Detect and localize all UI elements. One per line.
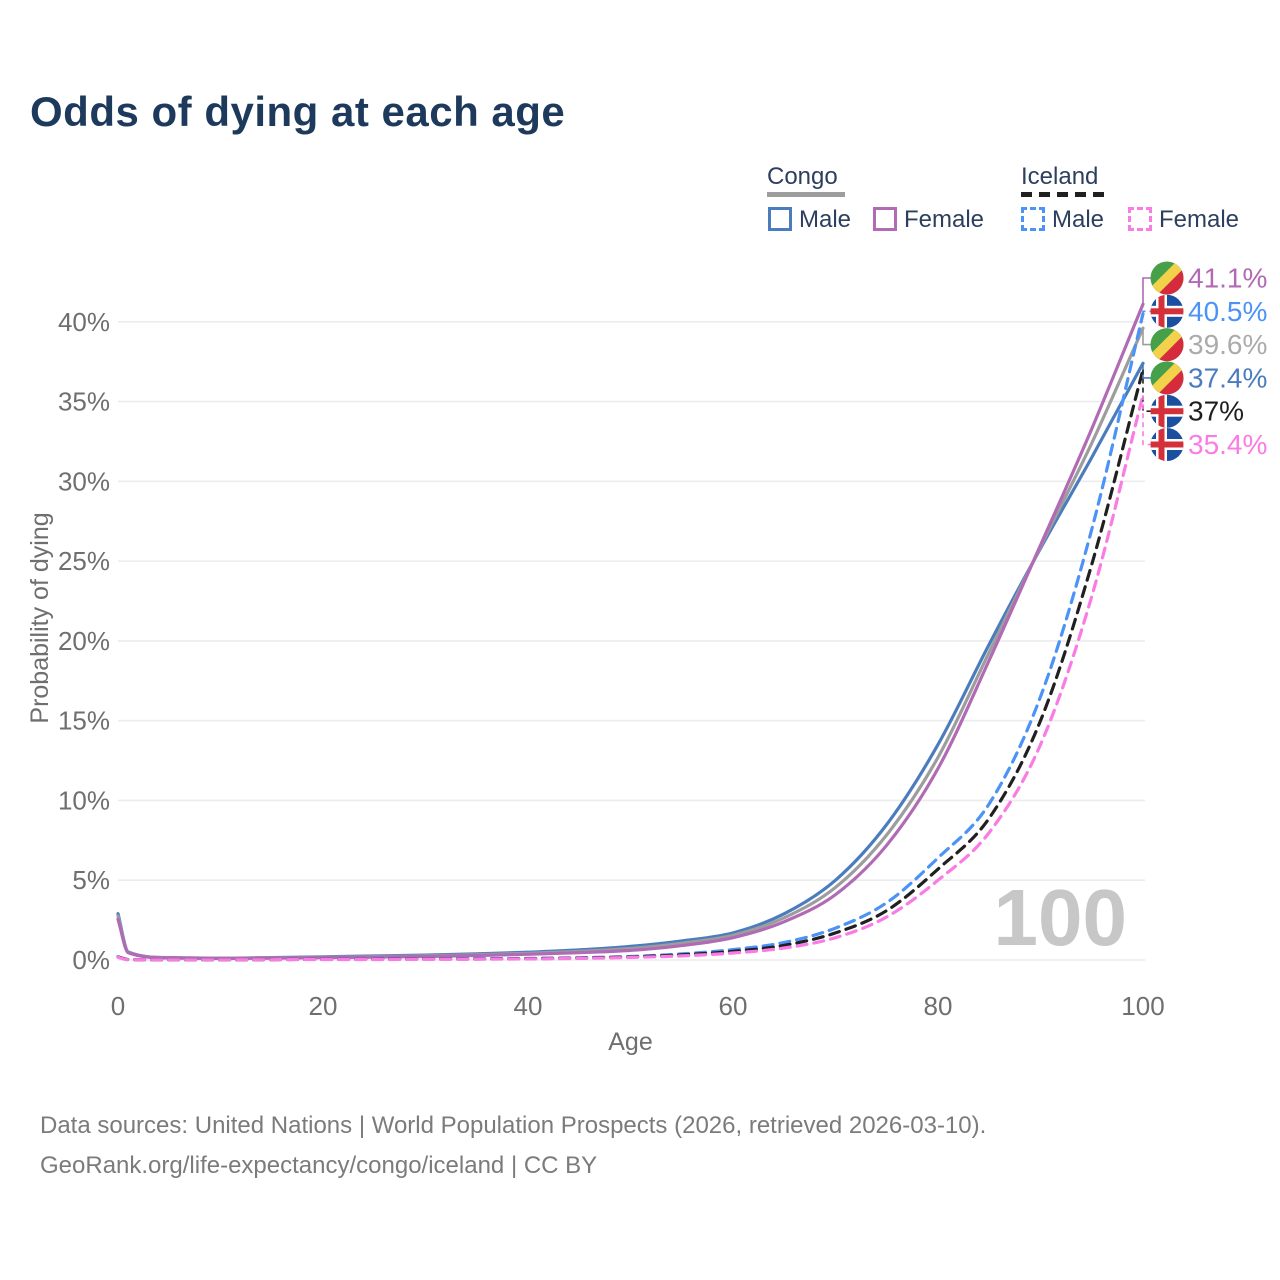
series-line-iceland-male [116,312,1145,962]
y-tick-label-10: 10% [58,785,110,815]
end-label-value-congo-male: 37.4% [1188,362,1267,393]
legend-label-congo-female[interactable]: Female [904,206,985,233]
x-axis-title: Age [608,1028,652,1056]
legend-congo-line-swatch [767,192,845,197]
series-line-iceland-female [116,393,1145,962]
end-label-value-iceland-female: 35.4% [1188,429,1267,460]
end-label-leader-iceland-both [1142,369,1151,413]
line-chart: 0% 5% 10% 15% 20% 25% 30% 35% 40% 0 20 40 60 80 100 Age… [26,261,1267,1056]
legend-swatch-iceland-male[interactable] [1021,207,1045,231]
x-tick-label-40: 40 [514,991,543,1021]
end-label-leader-iceland-male [1142,310,1151,314]
x-tick-label-0: 0 [111,991,125,1021]
end-label-leader-congo-female [1142,277,1151,305]
hover-age-watermark: 100 [994,873,1127,962]
end-label-value-iceland-both: 37% [1188,396,1244,427]
end-label-leader-congo-male [1142,363,1151,379]
chart-title: Odds of dying at each age [30,88,566,135]
end-label-leader-congo-both [1142,328,1151,346]
congo-flag-icon [1150,261,1184,295]
legend-country-iceland[interactable]: Iceland [1021,163,1099,190]
y-tick-label-35: 35% [58,387,110,417]
iceland-flag-icon [1150,394,1184,428]
y-tick-label-30: 30% [58,466,110,496]
legend-swatch-iceland-female[interactable] [1128,207,1152,231]
y-tick-label-25: 25% [58,546,110,576]
end-label-leader-iceland-female [1142,395,1151,446]
x-tick-label-60: 60 [719,991,748,1021]
footer-data-sources: Data sources: United Nations | World Pop… [40,1112,987,1139]
legend-label-iceland-female[interactable]: Female [1159,206,1240,233]
end-label-value-congo-both: 39.6% [1188,329,1267,360]
legend-label-congo-male[interactable]: Male [799,206,852,233]
legend-swatch-congo-female[interactable] [873,207,897,231]
x-tick-label-20: 20 [309,991,338,1021]
y-tick-label-0: 0% [72,945,110,975]
y-tick-label-20: 20% [58,626,110,656]
congo-flag-icon [1150,361,1184,395]
series-line-iceland-both [116,368,1145,962]
footer: Data sources: United Nations | World Pop… [40,1106,986,1186]
iceland-flag-icon [1150,294,1184,328]
iceland-flag-icon [1150,428,1184,461]
y-tick-label-5: 5% [72,865,110,895]
legend-iceland-line-swatch [1021,192,1105,197]
end-label-value-iceland-male: 40.5% [1188,296,1267,327]
y-tick-label-40: 40% [58,307,110,337]
y-tick-label-15: 15% [58,706,110,736]
legend-swatch-congo-male[interactable] [768,207,792,231]
x-tick-label-80: 80 [924,991,953,1021]
series-line-congo-female [116,302,1145,961]
x-tick-label-100: 100 [1121,991,1164,1021]
y-axis-title: Probability of dying [26,512,54,723]
congo-flag-icon [1150,328,1184,362]
legend-country-congo[interactable]: Congo [767,163,838,190]
end-label-value-congo-female: 41.1% [1188,263,1267,294]
footer-source-url: GeoRank.org/life-expectancy/congo/icelan… [40,1152,598,1179]
legend-label-iceland-male[interactable]: Male [1052,206,1105,233]
